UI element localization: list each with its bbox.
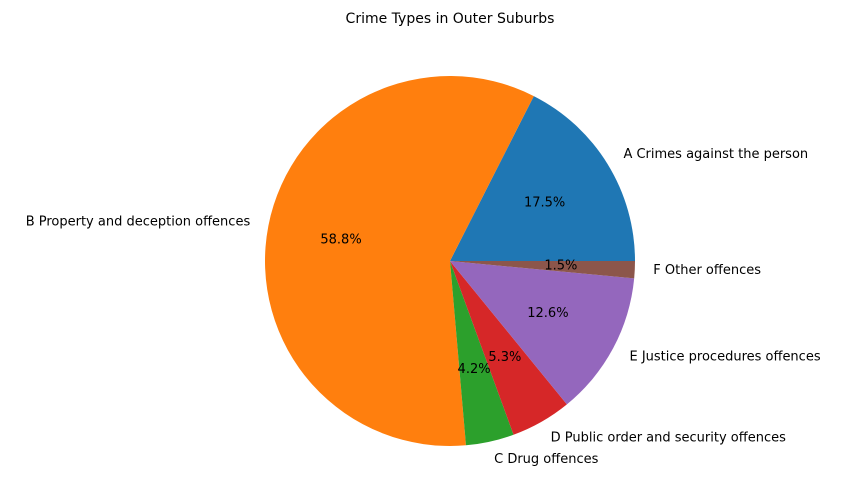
pct-label-f: 1.5% bbox=[544, 259, 577, 274]
pie-labels: 17.5% A Crimes against the person 58.8% B P… bbox=[26, 147, 821, 467]
pie-slice-b bbox=[264, 76, 534, 446]
pct-label-d: 5.3% bbox=[488, 350, 521, 365]
pie-slice-a bbox=[450, 96, 635, 262]
pct-label-a: 17.5% bbox=[524, 195, 565, 210]
pie-slice-f bbox=[450, 261, 635, 279]
pct-label-b: 58.8% bbox=[320, 232, 361, 247]
pie-slice-c bbox=[450, 261, 514, 446]
chart-title: Crime Types in Outer Suburbs bbox=[346, 11, 555, 27]
category-label-e: E Justice procedures offences bbox=[629, 349, 820, 364]
category-label-b: B Property and deception offences bbox=[26, 215, 251, 230]
category-label-c: C Drug offences bbox=[494, 452, 598, 467]
category-label-f: F Other offences bbox=[653, 263, 761, 278]
category-label-a: A Crimes against the person bbox=[623, 147, 808, 162]
category-label-d: D Public order and security offences bbox=[551, 430, 786, 445]
pct-label-c: 4.2% bbox=[458, 362, 491, 377]
pie-slice-e bbox=[450, 261, 635, 405]
pct-label-e: 12.6% bbox=[527, 306, 568, 321]
pie-slices bbox=[264, 76, 635, 446]
pie-slice-d bbox=[450, 261, 567, 435]
